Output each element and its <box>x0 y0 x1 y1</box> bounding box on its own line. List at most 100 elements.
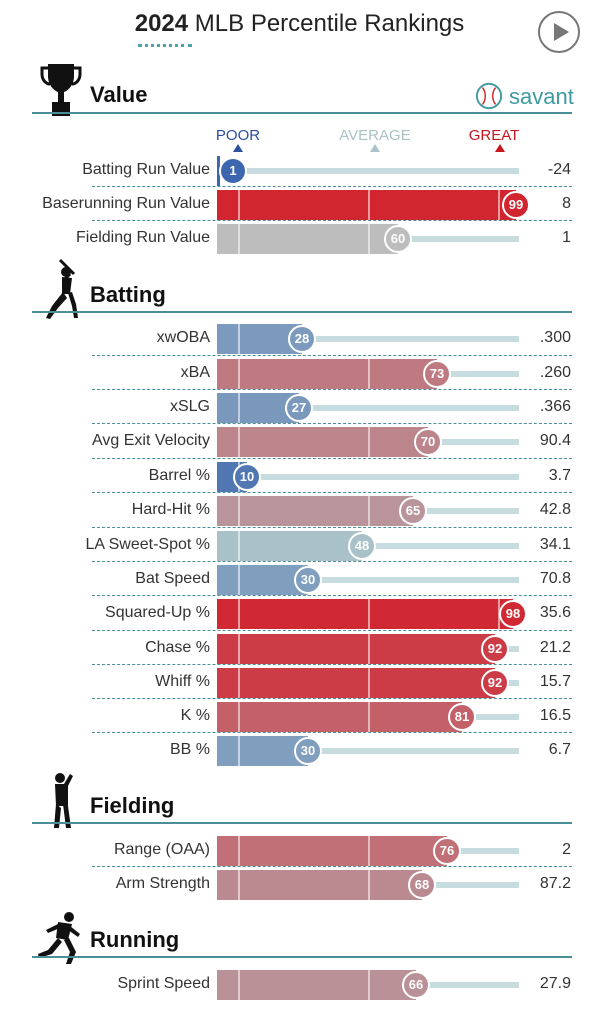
section-title-batting: Batting <box>90 282 166 307</box>
percentile-bubble: 65 <box>399 497 427 525</box>
bar-gridline <box>238 427 240 457</box>
metric-value: 27.9 <box>539 975 571 992</box>
bar-gridline <box>368 224 370 254</box>
percentile-bubble: 81 <box>448 703 476 731</box>
metric-row: Batting Run Value 1 -24 <box>0 156 599 186</box>
metric-row: Squared-Up % 98 35.6 <box>0 595 599 629</box>
percentile-bubble: 28 <box>288 325 316 353</box>
percentile-track <box>217 748 519 754</box>
percentile-bubble: 10 <box>233 463 261 491</box>
title-underline <box>138 44 192 47</box>
section-title-fielding: Fielding <box>90 793 175 818</box>
bar-gridline <box>238 736 240 766</box>
trophy-icon <box>40 64 82 116</box>
bar-gridline <box>238 393 240 423</box>
percentile-track <box>217 336 519 342</box>
row-separator <box>92 186 572 187</box>
percentile-bubble: 70 <box>414 428 442 456</box>
bar-gridline <box>238 599 240 629</box>
percentile-bar <box>217 224 398 254</box>
metric-label: Bat Speed <box>135 570 210 587</box>
bar-gridline <box>498 190 500 220</box>
percentile-bar <box>217 565 308 595</box>
metric-value: 70.8 <box>539 570 571 587</box>
percentile-bar <box>217 736 308 766</box>
metric-value: 87.2 <box>539 875 571 892</box>
section-line-running <box>32 956 572 958</box>
scale-great-arrow <box>495 144 505 152</box>
metric-label: BB % <box>169 741 210 758</box>
bar-gridline <box>238 359 240 389</box>
percentile-bar <box>217 190 516 220</box>
percentile-bubble: 27 <box>285 394 313 422</box>
metric-row: Barrel % 10 3.7 <box>0 458 599 492</box>
scale-poor-arrow <box>233 144 243 152</box>
percentile-bar <box>217 324 302 354</box>
metric-row: Whiff % 92 15.7 <box>0 664 599 698</box>
metric-label: Arm Strength <box>115 875 210 892</box>
metric-label: Avg Exit Velocity <box>92 432 210 449</box>
row-separator <box>92 698 572 699</box>
metric-value: .260 <box>539 364 571 381</box>
bar-gridline <box>368 190 370 220</box>
percentile-bar <box>217 634 495 664</box>
title-year: 2024 <box>134 10 189 37</box>
bar-gridline <box>238 870 240 900</box>
metric-label: Squared-Up % <box>105 604 210 621</box>
row-separator <box>92 595 572 596</box>
bar-gridline <box>368 634 370 664</box>
metric-label: Barrel % <box>148 467 210 484</box>
metric-row: Range (OAA) 76 2 <box>0 836 599 866</box>
metric-label: Whiff % <box>155 673 210 690</box>
metric-value: 15.7 <box>539 673 571 690</box>
bar-gridline <box>238 224 240 254</box>
metric-row: Arm Strength 68 87.2 <box>0 866 599 900</box>
row-separator <box>92 355 572 356</box>
metric-value: 3.7 <box>548 467 571 484</box>
metric-row: xBA 73 .260 <box>0 355 599 389</box>
bar-gridline <box>238 970 240 1000</box>
metric-label: K % <box>180 707 210 724</box>
percentile-bubble: 98 <box>499 600 527 628</box>
metric-value: .300 <box>539 329 571 346</box>
percentile-bubble: 73 <box>423 360 451 388</box>
bar-gridline <box>238 190 240 220</box>
metric-value: 21.2 <box>539 639 571 656</box>
percentile-bubble: 76 <box>433 837 461 865</box>
metric-value: 2 <box>562 841 571 858</box>
play-icon <box>554 23 569 41</box>
play-button[interactable] <box>538 11 580 53</box>
metric-value: -24 <box>547 161 571 178</box>
metric-value: 16.5 <box>539 707 571 724</box>
percentile-bar <box>217 836 447 866</box>
percentile-bubble: 68 <box>408 871 436 899</box>
percentile-track <box>217 405 519 411</box>
metric-label: LA Sweet-Spot % <box>85 536 210 553</box>
percentile-bubble: 92 <box>481 669 509 697</box>
metric-value: .366 <box>539 398 571 415</box>
scale-great-label: GREAT <box>468 127 520 144</box>
metric-label: xBA <box>180 364 210 381</box>
percentile-bar <box>217 427 428 457</box>
percentile-bar <box>217 702 462 732</box>
metric-row: Chase % 92 21.2 <box>0 630 599 664</box>
metric-label: Sprint Speed <box>117 975 210 992</box>
bar-gridline <box>368 427 370 457</box>
metric-label: xwOBA <box>156 329 210 346</box>
row-separator <box>92 389 572 390</box>
section-title-running: Running <box>90 927 180 952</box>
metric-row: LA Sweet-Spot % 48 34.1 <box>0 527 599 561</box>
percentile-bar <box>217 599 513 629</box>
bar-gridline <box>238 634 240 664</box>
section-line-fielding <box>32 822 572 824</box>
bar-gridline <box>368 702 370 732</box>
bar-gridline <box>238 496 240 526</box>
row-separator <box>92 423 572 424</box>
bar-gridline <box>238 702 240 732</box>
metric-label: Hard-Hit % <box>131 501 210 518</box>
bar-gridline <box>368 599 370 629</box>
metric-row: Fielding Run Value 60 1 <box>0 220 599 254</box>
metric-label: Batting Run Value <box>82 161 210 178</box>
percentile-bubble: 48 <box>348 532 376 560</box>
metric-value: 35.6 <box>539 604 571 621</box>
